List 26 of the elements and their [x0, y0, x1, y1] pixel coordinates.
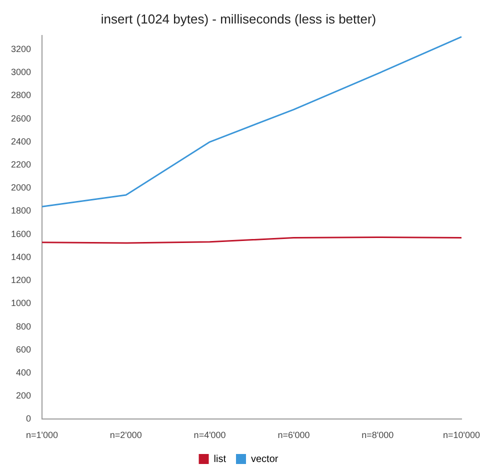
chart-title: insert (1024 bytes) - milliseconds (less is better)	[100, 11, 376, 26]
y-tick-label: 1200	[10, 275, 32, 286]
x-tick-label: n=10'000	[442, 430, 480, 440]
y-tick-label: 2800	[10, 90, 32, 100]
x-tick-label: n=1'000	[26, 430, 58, 440]
y-tick-label: 3200	[10, 44, 32, 54]
y-tick-label: 3000	[10, 67, 32, 78]
y-tick-label: 1800	[10, 206, 32, 216]
y-tick-label: 2400	[10, 136, 32, 146]
y-tick-label: 1600	[10, 228, 32, 239]
y-tick-label: 800	[16, 321, 32, 332]
y-tick-label: 2200	[10, 159, 32, 170]
y-tick-label: 1000	[10, 298, 32, 308]
x-tick-label: n=6'000	[278, 430, 310, 440]
x-tick-label: n=2'000	[110, 430, 142, 440]
y-tick-label: 2000	[10, 182, 32, 193]
y-tick-label: 600	[16, 344, 32, 354]
legend-label: vector	[250, 454, 279, 465]
y-tick-label: 200	[16, 390, 32, 401]
legend-label: list	[214, 454, 226, 465]
x-tick-label: n=8'000	[362, 430, 394, 440]
y-tick-label: 1400	[10, 252, 32, 262]
y-tick-label: 2600	[10, 113, 32, 124]
y-tick-label: 0	[26, 414, 32, 424]
x-tick-label: n=4'000	[194, 430, 226, 440]
y-tick-label: 400	[16, 367, 32, 378]
